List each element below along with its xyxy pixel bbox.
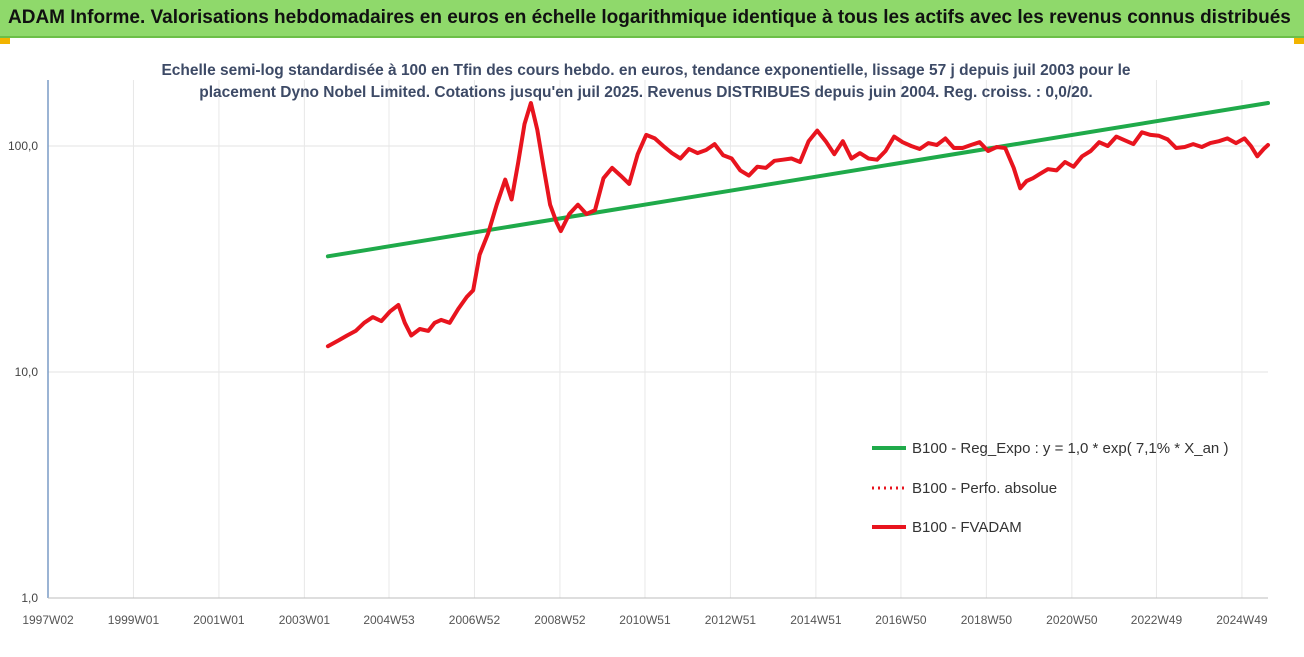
grid-lines [47,80,1268,599]
x-tick-label-0: 1997W02 [22,613,74,627]
chart-title: Echelle semi-log standardisée à 100 en T… [161,62,1130,101]
chart-frame: 1,0 10,0 100,0 1997W02 1999W01 2001W01 2003W01… [0,38,1304,652]
corner-marker-left [0,38,10,44]
x-tick-label-7: 2010W51 [619,613,671,627]
x-tick-label-5: 2006W52 [449,613,501,627]
tick-labels: 1,0 10,0 100,0 1997W02 1999W01 2001W01 2003W01… [8,139,1268,627]
series-lines [325,101,1270,349]
y-tick-label-0: 1,0 [21,591,38,605]
x-tick-label-14: 2024W49 [1216,613,1268,627]
x-tick-label-9: 2014W51 [790,613,842,627]
y-tick-label-1: 10,0 [15,365,39,379]
series-line-2 [325,101,1270,349]
x-tick-label-10: 2016W50 [875,613,927,627]
legend-label-2: B100 - FVADAM [912,519,1022,536]
x-tick-label-8: 2012W51 [705,613,757,627]
chart-title-line-2: placement Dyno Nobel Limited. Cotations … [199,84,1092,101]
corner-marker-right [1294,38,1304,44]
y-tick-label-2: 100,0 [8,139,38,153]
x-tick-label-4: 2004W53 [363,613,415,627]
legend: B100 - Reg_Expo : y = 1,0 * exp( 7,1% * … [872,440,1228,536]
x-tick-label-2: 2001W01 [193,613,245,627]
chart-svg: 1,0 10,0 100,0 1997W02 1999W01 2001W01 2003W01… [8,62,1270,627]
x-tick-label-13: 2022W49 [1131,613,1183,627]
x-tick-label-6: 2008W52 [534,613,586,627]
report-banner-title: ADAM Informe. Valorisations hebdomadaire… [8,7,1291,28]
legend-label-0: B100 - Reg_Expo : y = 1,0 * exp( 7,1% * … [912,440,1228,457]
x-tick-label-3: 2003W01 [279,613,331,627]
x-tick-label-1: 1999W01 [108,613,160,627]
chart-title-line-1: Echelle semi-log standardisée à 100 en T… [161,62,1130,79]
series-line-0 [325,101,1270,259]
legend-label-1: B100 - Perfo. absolue [912,480,1057,497]
x-tick-label-12: 2020W50 [1046,613,1098,627]
axes [47,80,1268,599]
x-tick-label-11: 2018W50 [961,613,1013,627]
report-banner: ADAM Informe. Valorisations hebdomadaire… [0,0,1304,38]
